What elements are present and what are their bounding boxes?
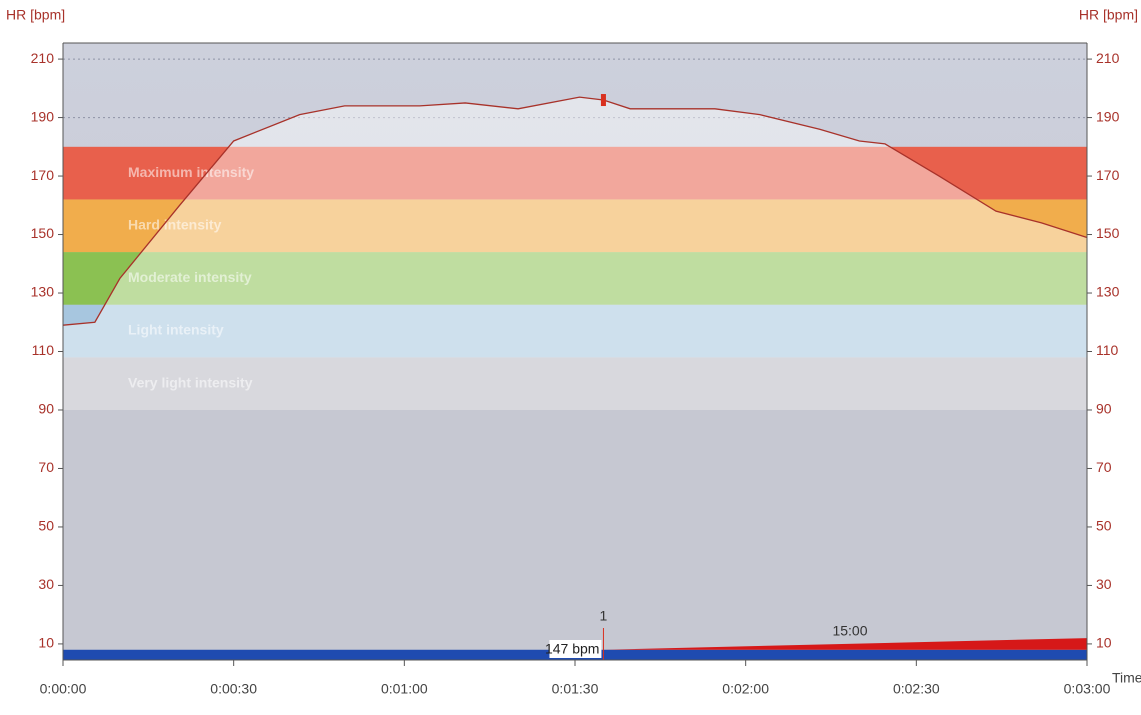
y-axis-label: HR [bpm]: [6, 7, 65, 23]
zone-band: [63, 146, 1087, 200]
x-tick-label: 0:01:30: [552, 681, 599, 697]
y2-tick-label: 210: [1096, 50, 1120, 66]
y-tick-label: 170: [31, 167, 55, 183]
y-tick-label: 190: [31, 108, 55, 124]
y-tick-label: 50: [38, 518, 54, 534]
x-tick-label: 0:00:00: [40, 681, 87, 697]
below-zones: [63, 409, 1087, 660]
y2-tick-label: 90: [1096, 401, 1112, 417]
zone-label: Light intensity: [128, 322, 224, 338]
y2-tick-label: 150: [1096, 225, 1120, 241]
zone-label: Very light intensity: [128, 374, 253, 390]
y-tick-label: 30: [38, 576, 54, 592]
y-tick-label: 70: [38, 459, 54, 475]
y-tick-label: 150: [31, 225, 55, 241]
zone-band: [63, 199, 1087, 253]
y2-axis-label: HR [bpm]: [1079, 7, 1138, 23]
zones: Very light intensity Light intensity Moder…: [63, 146, 1087, 660]
y2-tick-label: 130: [1096, 284, 1120, 300]
y-tick-label: 210: [31, 50, 55, 66]
lap-value: 147 bpm: [545, 641, 599, 657]
y2-tick-label: 110: [1096, 342, 1119, 358]
y2-tick-label: 10: [1096, 635, 1112, 651]
y2-tick-label: 50: [1096, 518, 1112, 534]
y2-tick-label: 70: [1096, 459, 1112, 475]
y-tick-label: 130: [31, 284, 55, 300]
x-tick-label: 0:01:00: [381, 681, 428, 697]
x-axis-label: Time: [1112, 670, 1141, 686]
zone-label: Maximum intensity: [128, 164, 254, 180]
x-tick-label: 0:03:00: [1064, 681, 1111, 697]
axes: 1030507090110130150170190210103050709011…: [31, 42, 1120, 697]
y2-tick-label: 30: [1096, 576, 1112, 592]
x-tick-label: 0:02:00: [722, 681, 769, 697]
plot: 15:00 1 147 bpm: [62, 94, 1088, 660]
y2-tick-label: 170: [1096, 167, 1120, 183]
y-tick-label: 110: [32, 342, 55, 358]
zone-label: Hard intensity: [128, 216, 222, 232]
speed-label: 15:00: [832, 623, 867, 639]
lap-value-box: [549, 640, 602, 658]
x-tick-label: 0:00:30: [210, 681, 257, 697]
hr-line: [62, 96, 1088, 326]
x-tick-label: 0:02:30: [893, 681, 940, 697]
zone-label: Moderate intensity: [128, 269, 252, 285]
y-tick-label: 90: [38, 401, 54, 417]
under-curve-fade: [63, 97, 1087, 410]
zone-band: [63, 252, 1087, 305]
y2-tick-label: 190: [1096, 108, 1120, 124]
zone-band: [63, 357, 1087, 410]
lap-name: 1: [600, 608, 608, 624]
cursor-marker: [600, 94, 606, 107]
zone-band: [63, 304, 1087, 358]
y-tick-label: 10: [38, 635, 54, 651]
speed-area: [603, 638, 1087, 650]
